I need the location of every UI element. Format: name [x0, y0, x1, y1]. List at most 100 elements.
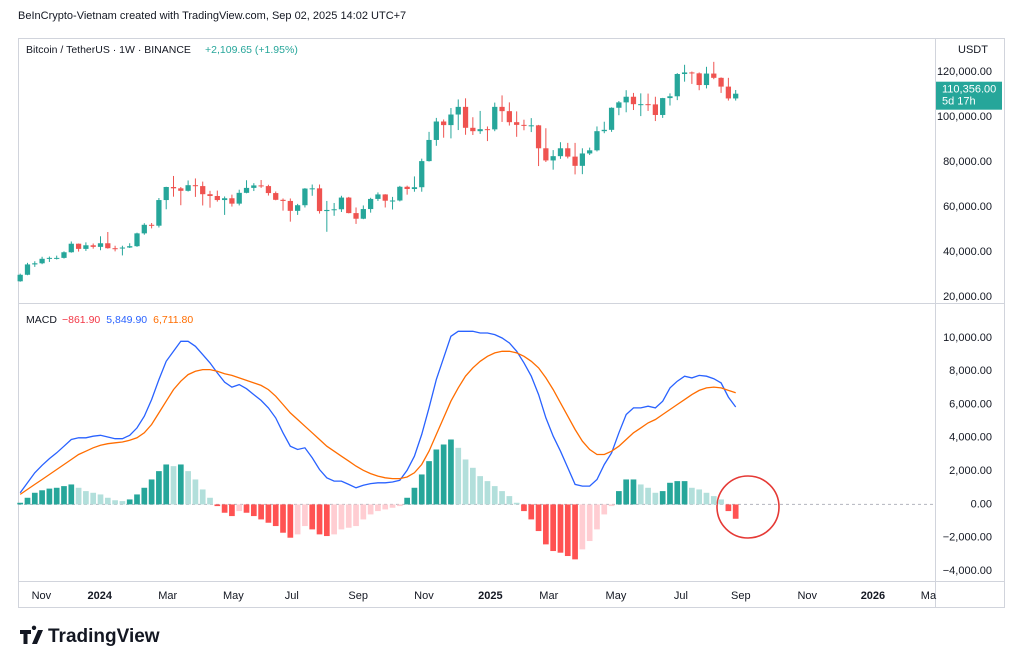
histogram-bar — [689, 487, 695, 505]
histogram-bar — [535, 504, 542, 532]
histogram-bar — [477, 476, 483, 505]
y-tick-label: 20,000.00 — [943, 291, 992, 303]
x-tick-label: Jul — [674, 590, 688, 602]
candle-body — [294, 205, 301, 211]
candle-body — [324, 209, 330, 212]
x-tick-label: 2025 — [478, 590, 502, 602]
candle-body — [411, 187, 418, 190]
histogram-bar — [294, 504, 301, 535]
histogram-bar — [572, 504, 578, 560]
x-tick-label: 2026 — [861, 590, 885, 602]
candle-body — [360, 209, 366, 219]
candle-body — [667, 96, 673, 99]
candle-body — [368, 198, 374, 210]
histogram-bar — [236, 504, 243, 512]
candle-body — [470, 127, 476, 132]
candle-body — [236, 192, 242, 204]
candle-body — [689, 72, 695, 74]
histogram-bar — [652, 492, 659, 505]
candle-body — [119, 247, 126, 249]
histogram-bar — [696, 489, 703, 505]
countdown: 5d 17h — [942, 96, 976, 108]
histogram-bar — [448, 439, 454, 505]
histogram-bar — [528, 504, 535, 520]
histogram-bar — [411, 487, 418, 505]
y-tick-label: 80,000.00 — [943, 156, 992, 168]
histogram-bar — [645, 487, 651, 505]
candle-body — [711, 73, 717, 78]
change-label: +2,109.65 (+1.95%) — [205, 44, 298, 56]
candle-body — [484, 129, 491, 131]
candle-body — [316, 188, 323, 212]
candle-body — [696, 73, 702, 86]
candle-body — [39, 258, 45, 264]
histogram-bar — [316, 504, 323, 535]
histogram-bar — [338, 504, 345, 530]
candle-body — [638, 104, 644, 106]
last-price-box — [936, 81, 1002, 110]
candle-body — [331, 209, 337, 211]
candle-body — [192, 185, 199, 187]
histogram-bar — [221, 504, 228, 513]
candle-body — [243, 187, 250, 193]
candle-body — [725, 86, 732, 99]
attribution: BeInCrypto-Vietnam created with TradingV… — [18, 10, 406, 22]
histogram-bar — [90, 492, 97, 505]
histogram-bar — [177, 464, 184, 505]
candle-body — [543, 148, 549, 161]
candle-body — [353, 213, 359, 219]
candle-body — [433, 121, 439, 140]
candle-body — [24, 264, 31, 275]
histogram-bar — [17, 502, 24, 505]
candle-body — [557, 148, 564, 157]
y-tick-label: 8,000.00 — [949, 365, 992, 377]
histogram-bar — [229, 504, 235, 517]
histogram-bar — [375, 504, 381, 512]
candle-body — [134, 233, 140, 247]
histogram-bar — [97, 494, 104, 505]
histogram-bar — [564, 504, 571, 557]
candle-body — [17, 274, 23, 282]
x-tick-label: Sep — [731, 590, 751, 602]
x-tick-label: May — [606, 590, 627, 602]
histogram-bar — [148, 479, 155, 505]
candle-body — [601, 129, 607, 132]
histogram-bar — [83, 491, 89, 505]
histogram-bar — [382, 504, 389, 510]
candle-body — [90, 245, 96, 247]
histogram-bar — [141, 487, 148, 505]
histogram-bar — [470, 467, 476, 505]
histogram-bar — [608, 504, 615, 507]
histogram-bar — [623, 479, 630, 505]
candle-body — [455, 106, 461, 115]
candle-body — [221, 198, 228, 201]
histogram-bar — [674, 481, 681, 505]
histogram-bar — [61, 486, 67, 505]
candle-body — [477, 129, 483, 132]
histogram-bar — [667, 482, 673, 505]
candle-body — [375, 194, 381, 199]
histogram-bar — [659, 491, 666, 505]
indicator-line — [19, 350, 736, 495]
histogram-bar — [594, 504, 600, 530]
histogram-bar — [31, 492, 38, 505]
histogram-bar — [360, 504, 367, 520]
histogram-bar — [703, 492, 710, 505]
candle-body — [587, 150, 593, 154]
indicator-value: −861.90 — [62, 314, 100, 326]
histogram-bar — [134, 494, 140, 505]
candle-body — [61, 252, 67, 258]
y-tick-label: 4,000.00 — [949, 432, 992, 444]
histogram-bar — [75, 487, 82, 505]
histogram-bar — [207, 497, 213, 505]
histogram-bar — [710, 496, 717, 505]
candle-body — [156, 200, 162, 226]
y-tick-label: 0.00 — [971, 498, 992, 510]
candle-body — [75, 243, 82, 249]
histogram-bar — [404, 497, 410, 505]
y-tick-label: 40,000.00 — [943, 246, 992, 258]
candle-body — [338, 197, 345, 210]
histogram-bar — [112, 500, 118, 505]
candle-body — [499, 106, 505, 112]
